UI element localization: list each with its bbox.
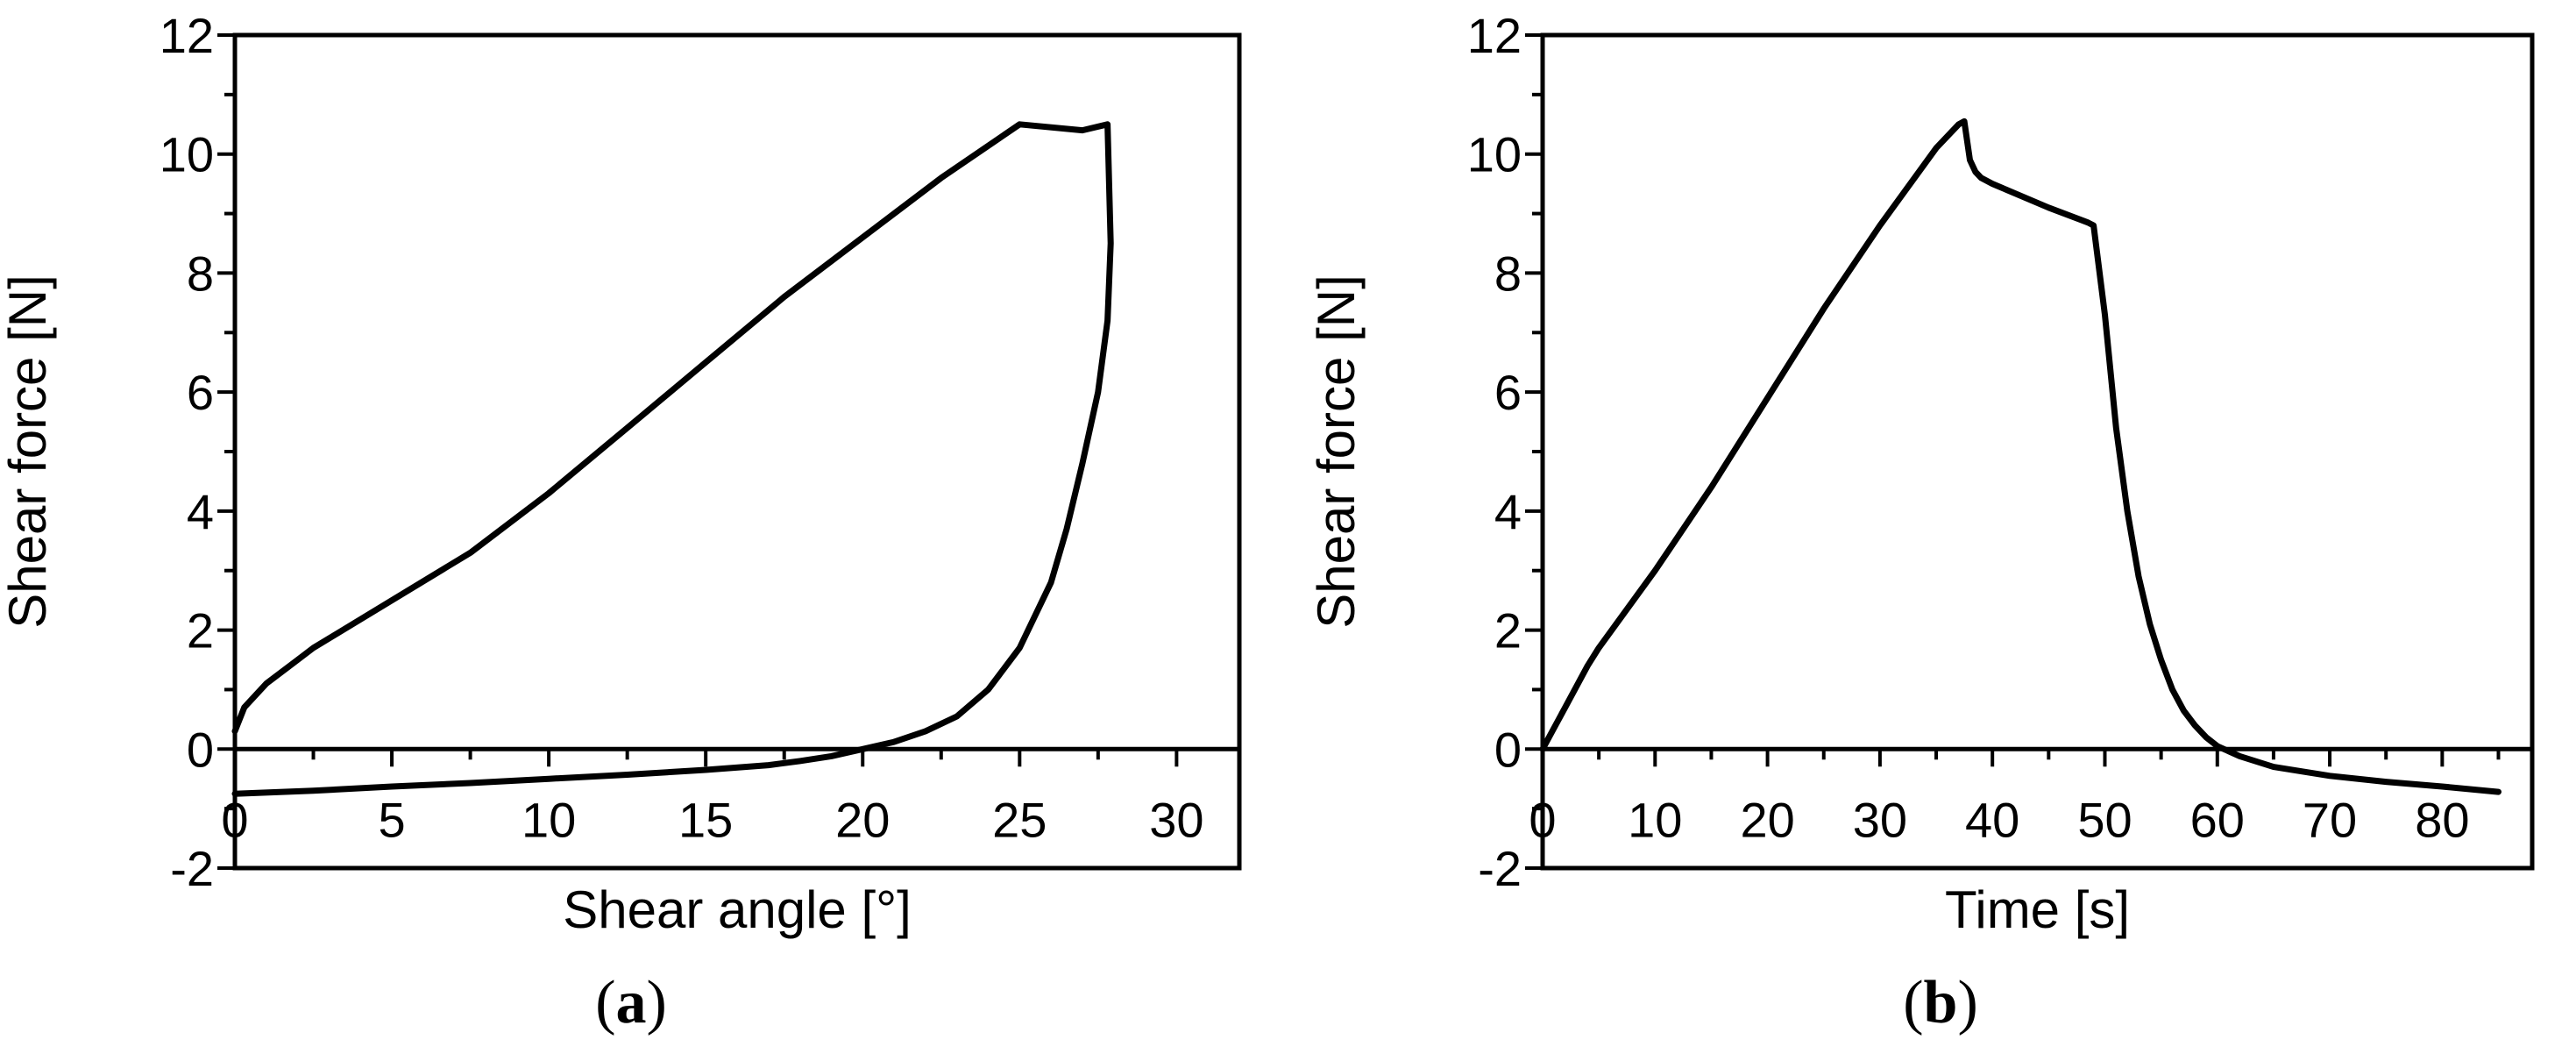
x-tick-label: 5 — [378, 792, 405, 847]
y-tick-label: 12 — [160, 8, 214, 63]
y-tick-label: 6 — [187, 365, 214, 420]
series-line-0 — [1539, 117, 2501, 795]
y-tick-label: 2 — [1494, 603, 1522, 659]
y-tick-label: -2 — [170, 841, 214, 896]
x-tick-label: 25 — [992, 792, 1047, 847]
y-axis-title: Shear force [N] — [0, 274, 57, 629]
x-axis-title: Time [s] — [1945, 880, 2130, 939]
y-tick-label: 8 — [1494, 246, 1522, 301]
x-axis-title: Shear angle [°] — [563, 880, 912, 939]
panel-label-close-paren: ) — [647, 969, 667, 1036]
panel-label-letter: b — [1924, 969, 1958, 1036]
x-tick-label: 30 — [1149, 792, 1203, 847]
y-tick-label: -2 — [1478, 841, 1522, 896]
series-line-0 — [231, 121, 1114, 797]
y-tick-label: 0 — [1494, 722, 1522, 777]
panel-label-open-paren: ( — [1903, 969, 1923, 1036]
y-tick-label: 0 — [187, 722, 214, 777]
y-tick-label: 4 — [1494, 484, 1522, 539]
panel-label-open-paren: ( — [595, 969, 615, 1036]
x-tick-label: 30 — [1853, 792, 1907, 847]
plot-frame — [1540, 32, 2535, 871]
plot-frame — [232, 32, 1242, 871]
panel-label: (b) — [1903, 969, 1978, 1036]
y-tick-label: 6 — [1494, 365, 1522, 420]
x-tick-label: 60 — [2190, 792, 2245, 847]
x-tick-label: 40 — [1965, 792, 2019, 847]
x-tick-label: 80 — [2415, 792, 2469, 847]
x-tick-label: 15 — [678, 792, 733, 847]
y-tick-label: 10 — [160, 127, 214, 182]
x-tick-label: 20 — [835, 792, 890, 847]
panel-label-close-paren: ) — [1957, 969, 1977, 1036]
y-tick-label: 4 — [187, 484, 214, 539]
x-tick-label: 10 — [1628, 792, 1682, 847]
x-tick-label: 10 — [522, 792, 576, 847]
x-tick-label: 0 — [1529, 792, 1556, 847]
x-tick-label: 20 — [1740, 792, 1794, 847]
y-tick-label: 2 — [187, 603, 214, 659]
x-tick-label: 0 — [221, 792, 248, 847]
y-tick-label: 12 — [1467, 8, 1522, 63]
y-tick-label: 10 — [1467, 127, 1522, 182]
panel-label: (a) — [595, 969, 667, 1036]
panel-label-letter: a — [616, 969, 647, 1036]
y-tick-label: 8 — [187, 246, 214, 301]
x-tick-label: 70 — [2303, 792, 2357, 847]
y-axis-title: Shear force [N] — [1307, 274, 1366, 629]
x-tick-label: 50 — [2077, 792, 2132, 847]
